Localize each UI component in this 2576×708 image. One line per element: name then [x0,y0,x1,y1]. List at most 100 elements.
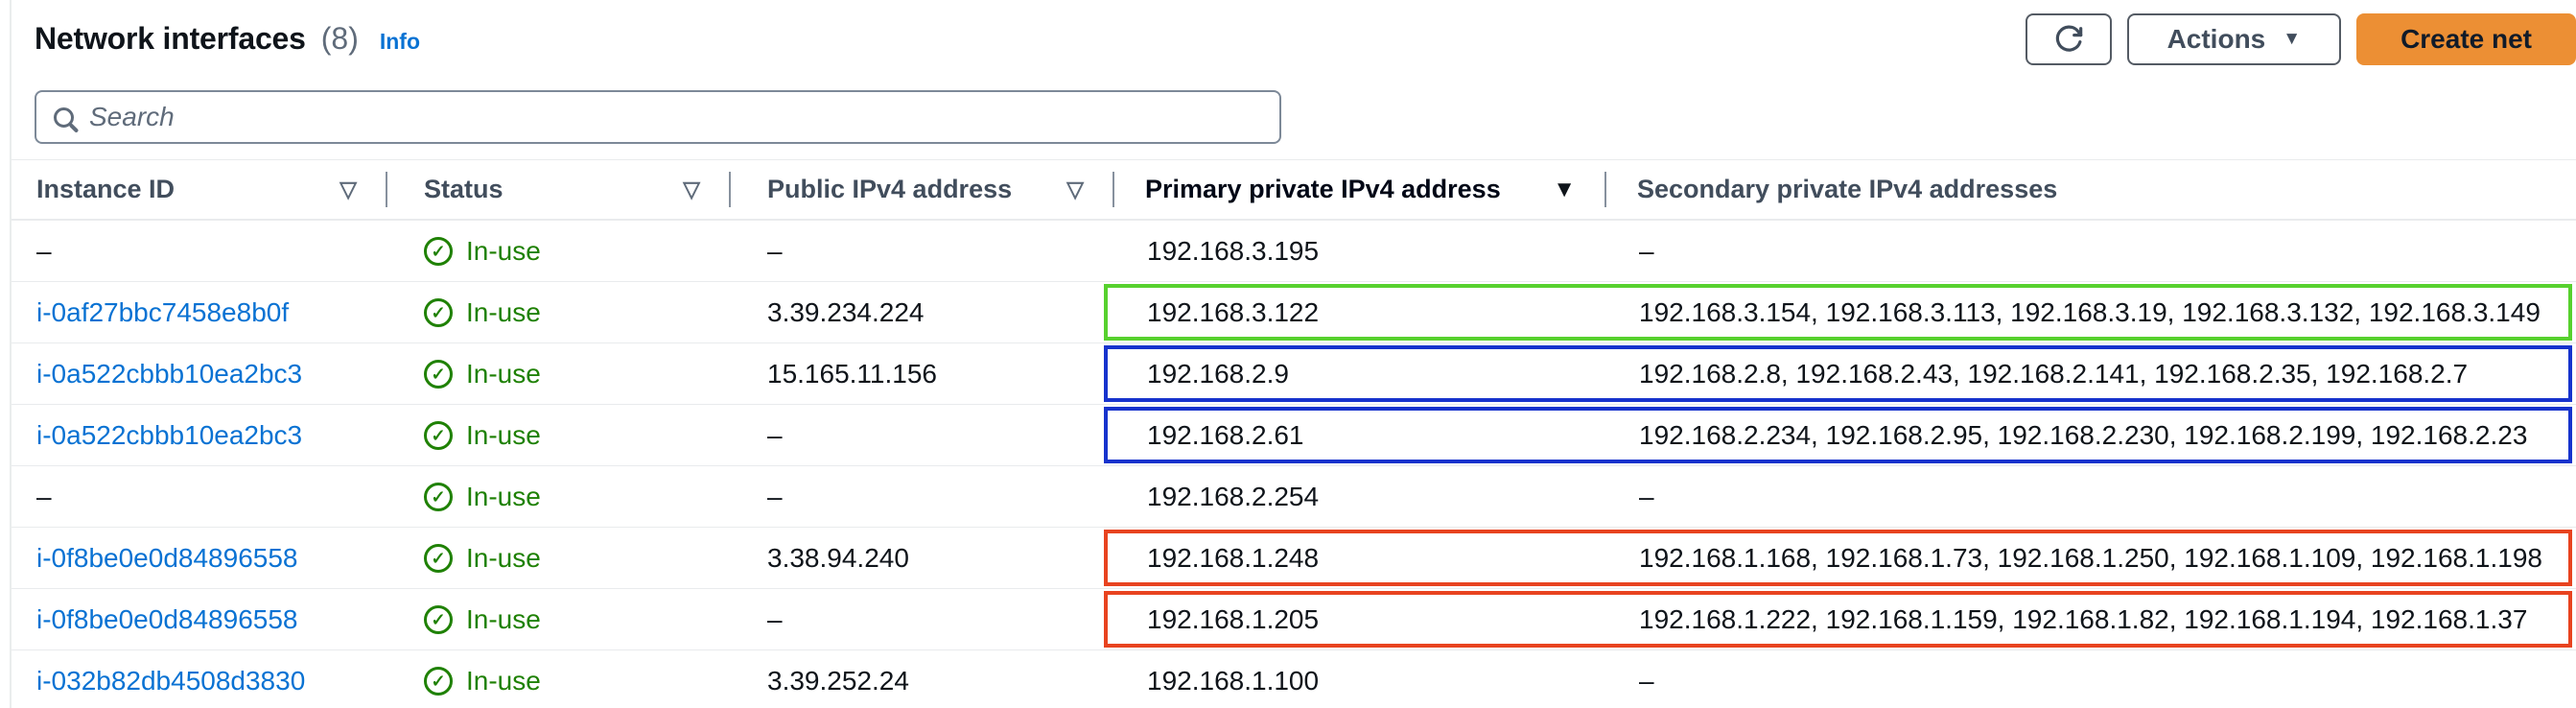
page-toolbar: Network interfaces (8) Info Actions ▼ Cr… [12,0,2576,65]
status-label: In-use [466,542,541,573]
sort-icon: ▽ [683,177,700,201]
check-circle-icon: ✓ [424,604,453,634]
info-link[interactable]: Info [379,29,420,54]
secondary-private-ipv4-cell: – [1639,481,1654,511]
status-label: In-use [466,419,541,450]
table-row[interactable]: i-0f8be0e0d84896558 ✓ In-use – 192.168.1.205… [12,589,2576,650]
column-label: Instance ID [36,175,176,203]
status-label: In-use [466,603,541,634]
secondary-private-ipv4-cell: 192.168.3.154, 192.168.3.113, 192.168.3.… [1639,296,2541,327]
status-label: In-use [466,358,541,389]
instance-id-link[interactable]: i-0af27bbc7458e8b0f [36,296,290,327]
status-cell: ✓ In-use [386,604,729,635]
public-ipv4-cell: 3.39.234.224 [767,296,925,327]
network-interfaces-panel: Network interfaces (8) Info Actions ▼ Cr… [10,0,2576,708]
instance-id-link[interactable]: i-0f8be0e0d84896558 [36,542,298,573]
column-label: Primary private IPv4 address [1145,175,1501,203]
table-row[interactable]: i-0a522cbbb10ea2bc3 ✓ In-use – 192.168.2.61 1… [12,405,2576,466]
toolbar-buttons: Actions ▼ Create net [2025,13,2576,65]
instance-id-cell: – [36,481,52,511]
table-row[interactable]: – ✓ In-use – 192.168.2.254 – [12,466,2576,528]
public-ipv4-cell: – [767,603,783,634]
primary-private-ipv4-cell: 192.168.1.205 [1147,603,1320,634]
secondary-private-ipv4-cell: 192.168.2.8, 192.168.2.43, 192.168.2.141… [1639,358,2469,389]
instance-id-link[interactable]: i-032b82db4508d3830 [36,665,306,696]
check-circle-icon: ✓ [424,666,453,696]
column-separator [729,172,731,207]
check-circle-icon: ✓ [424,236,453,266]
instance-id-cell: i-0f8be0e0d84896558 [12,604,386,635]
primary-private-ipv4-cell: 192.168.2.61 [1147,419,1304,450]
secondary-private-ipv4-cell: 192.168.1.168, 192.168.1.73, 192.168.1.2… [1639,542,2542,573]
secondary-private-ipv4-cell: – [1639,235,1654,266]
sort-icon: ▽ [1066,177,1084,201]
actions-button[interactable]: Actions ▼ [2126,13,2342,65]
instance-id-link[interactable]: i-0f8be0e0d84896558 [36,603,298,634]
instance-id-link[interactable]: i-0a522cbbb10ea2bc3 [36,358,303,389]
sort-descending-icon: ▼ [1553,176,1576,202]
primary-private-ipv4-cell: 192.168.2.9 [1147,358,1289,389]
column-header-secondary-private-ipv4-addresses: Secondary private IPv4 addresses [1604,175,2576,204]
table-header: Instance ID ▽ Status ▽ Public IPv4 address ▽ P… [12,159,2576,221]
instance-id-cell: i-0af27bbc7458e8b0f [12,297,386,328]
secondary-private-ipv4-cell: – [1639,665,1654,696]
status-label: In-use [466,235,541,266]
sort-icon: ▽ [340,177,357,201]
primary-private-ipv4-cell: 192.168.1.248 [1147,542,1320,573]
check-circle-icon: ✓ [424,297,453,327]
create-button-label: Create net [2400,24,2532,54]
column-separator [1604,172,1606,207]
status-cell: ✓ In-use [386,297,729,328]
table-row[interactable]: i-032b82db4508d3830 ✓ In-use 3.39.252.24 192… [12,650,2576,708]
instance-id-cell: i-0a522cbbb10ea2bc3 [12,359,386,389]
network-interfaces-table: Instance ID ▽ Status ▽ Public IPv4 address ▽ P… [12,159,2576,708]
table-body: – ✓ In-use – 192.168.3.195 – i-0af27bbc7458e8b… [12,221,2576,708]
instance-id-link[interactable]: i-0a522cbbb10ea2bc3 [36,419,303,450]
status-cell: ✓ In-use [386,543,729,574]
primary-private-ipv4-cell: 192.168.1.100 [1147,665,1320,696]
public-ipv4-cell: 3.39.252.24 [767,665,909,696]
column-header-public-ipv4-address[interactable]: Public IPv4 address ▽ [729,175,1112,204]
instance-id-cell: i-0f8be0e0d84896558 [12,543,386,574]
column-label: Public IPv4 address [767,175,1013,203]
instance-id-cell: – [36,235,52,266]
status-cell: ✓ In-use [386,420,729,451]
status-cell: ✓ In-use [386,359,729,389]
secondary-private-ipv4-cell: 192.168.1.222, 192.168.1.159, 192.168.1.… [1639,603,2528,634]
instance-id-cell: i-0a522cbbb10ea2bc3 [12,420,386,451]
search-row [12,90,2576,144]
primary-private-ipv4-cell: 192.168.2.254 [1147,481,1320,511]
check-circle-icon: ✓ [424,420,453,450]
column-header-primary-private-ipv4-address[interactable]: Primary private IPv4 address ▼ [1112,175,1604,204]
column-header-status[interactable]: Status ▽ [386,175,729,204]
actions-button-label: Actions [2166,24,2266,54]
resource-count: (8) [320,21,359,56]
status-cell: ✓ In-use [386,236,729,267]
refresh-button[interactable] [2025,13,2112,65]
search-icon [54,106,74,128]
column-label: Secondary private IPv4 addresses [1637,175,2058,203]
refresh-icon [2053,24,2084,55]
check-circle-icon: ✓ [424,543,453,573]
table-row[interactable]: i-0f8be0e0d84896558 ✓ In-use 3.38.94.240 192… [12,528,2576,589]
public-ipv4-cell: – [767,419,783,450]
table-row[interactable]: i-0af27bbc7458e8b0f ✓ In-use 3.39.234.224 19… [12,282,2576,343]
public-ipv4-cell: – [767,235,783,266]
public-ipv4-cell: 3.38.94.240 [767,542,909,573]
search-box[interactable] [35,90,1281,144]
status-label: In-use [466,665,541,696]
status-label: In-use [466,296,541,327]
search-input[interactable] [89,102,1262,132]
secondary-private-ipv4-cell: 192.168.2.234, 192.168.2.95, 192.168.2.2… [1639,419,2528,450]
check-circle-icon: ✓ [424,482,453,511]
public-ipv4-cell: – [767,481,783,511]
table-row[interactable]: i-0a522cbbb10ea2bc3 ✓ In-use 15.165.11.156 1… [12,343,2576,405]
title-group: Network interfaces (8) Info [35,13,420,57]
status-cell: ✓ In-use [386,666,729,696]
table-row[interactable]: – ✓ In-use – 192.168.3.195 – [12,221,2576,282]
check-circle-icon: ✓ [424,359,453,389]
create-network-interface-button[interactable]: Create net [2356,13,2576,65]
column-label: Status [424,175,503,203]
column-header-instance-id[interactable]: Instance ID ▽ [12,175,386,204]
status-label: In-use [466,481,541,511]
